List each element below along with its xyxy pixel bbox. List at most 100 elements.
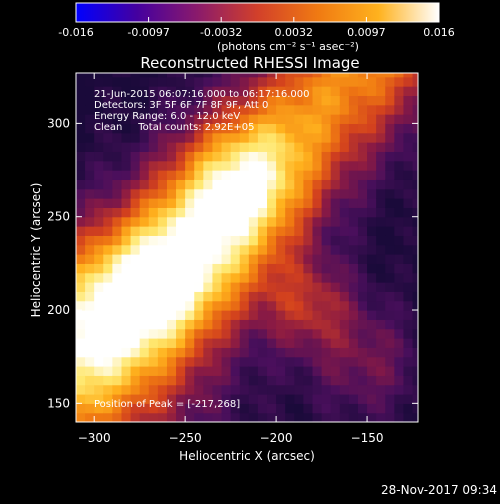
- heatmap-cell: [94, 123, 104, 134]
- heatmap-cell: [112, 73, 123, 78]
- heatmap-cell: [412, 151, 418, 162]
- heatmap-cell: [303, 347, 314, 358]
- heatmap-cell: [76, 76, 86, 87]
- heatmap-cell: [330, 151, 341, 162]
- heatmap-cell: [303, 104, 314, 115]
- heatmap-cell: [85, 300, 95, 311]
- heatmap-cell: [394, 272, 405, 283]
- heatmap-cell: [285, 198, 295, 208]
- heatmap-cell: [367, 86, 377, 96]
- heatmap-cell: [394, 179, 405, 190]
- heatmap-cell: [121, 123, 132, 134]
- heatmap-cell: [357, 198, 368, 208]
- heatmap-cell: [321, 319, 332, 330]
- heatmap-cell: [130, 76, 141, 87]
- heatmap-cell: [166, 123, 177, 134]
- heatmap-cell: [285, 403, 295, 414]
- heatmap-cell: [157, 384, 168, 395]
- heatmap-cell: [203, 384, 214, 395]
- heatmap-cell: [185, 394, 195, 404]
- heatmap-cell: [121, 384, 132, 395]
- heatmap-cell: [348, 328, 359, 339]
- heatmap-cell: [357, 375, 368, 386]
- heatmap-cell: [321, 142, 332, 152]
- heatmap-cell: [148, 76, 159, 87]
- heatmap-cell: [212, 123, 223, 134]
- heatmap-cell: [303, 170, 314, 180]
- heatmap-cell: [267, 319, 277, 330]
- heatmap-cell: [166, 272, 177, 283]
- heatmap-cell: [321, 198, 332, 208]
- heatmap-cell: [376, 226, 386, 236]
- heatmap-cell: [303, 310, 314, 320]
- heatmap-cell: [230, 198, 241, 208]
- heatmap-cell: [412, 188, 418, 199]
- heatmap-cell: [294, 356, 304, 367]
- heatmap-cell: [185, 254, 195, 264]
- heatmap-cell: [157, 375, 168, 386]
- heatmap-cell: [76, 310, 86, 320]
- heatmap-cell: [239, 310, 250, 320]
- heatmap-cell: [257, 263, 268, 274]
- heatmap-cell: [376, 86, 386, 96]
- heatmap-cell: [248, 73, 259, 78]
- heatmap-cell: [330, 170, 341, 180]
- heatmap-cell: [321, 216, 332, 227]
- heatmap-cell: [112, 412, 123, 422]
- heatmap-cell: [267, 76, 277, 87]
- heatmap-cell: [94, 338, 104, 348]
- heatmap-cell: [339, 226, 350, 236]
- heatmap-cell: [121, 170, 132, 180]
- heatmap-cell: [394, 170, 405, 180]
- heatmap-cell: [257, 310, 268, 320]
- heatmap-cell: [294, 319, 304, 330]
- heatmap-cell: [248, 412, 259, 422]
- heatmap-cell: [412, 394, 418, 404]
- heatmap-cell: [385, 328, 395, 339]
- heatmap-cell: [212, 338, 223, 348]
- heatmap-cell: [285, 254, 295, 264]
- heatmap-cell: [376, 142, 386, 152]
- heatmap-cell: [103, 132, 113, 143]
- heatmap-cell: [85, 226, 95, 236]
- heatmap-cell: [203, 207, 214, 218]
- heatmap-cell: [139, 300, 150, 311]
- heatmap-cell: [130, 95, 141, 106]
- heatmap-cell: [130, 366, 141, 376]
- heatmap-cell: [367, 356, 377, 367]
- heatmap-cell: [330, 132, 341, 143]
- heatmap-cell: [267, 114, 277, 124]
- heatmap-cell: [176, 188, 186, 199]
- heatmap-cell: [139, 226, 150, 236]
- heatmap-cell: [176, 272, 186, 283]
- heatmap-cell: [121, 328, 132, 339]
- heatmap-cell: [294, 291, 304, 302]
- heatmap-cell: [185, 86, 195, 96]
- heatmap-cell: [294, 338, 304, 348]
- heatmap-cell: [294, 95, 304, 106]
- heatmap-cells: [76, 73, 418, 422]
- heatmap-cell: [412, 328, 418, 339]
- heatmap-cell: [330, 244, 341, 255]
- heatmap-cell: [376, 235, 386, 246]
- heatmap-cell: [157, 188, 168, 199]
- heatmap-cell: [248, 226, 259, 236]
- heatmap-cell: [276, 114, 286, 124]
- heatmap-cell: [76, 123, 86, 134]
- heatmap-cell: [339, 104, 350, 115]
- heatmap-cell: [257, 123, 268, 134]
- heatmap-cell: [112, 76, 123, 87]
- heatmap-cell: [221, 151, 232, 162]
- heatmap-cell: [112, 244, 123, 255]
- heatmap-cell: [294, 142, 304, 152]
- heatmap-cell: [112, 179, 123, 190]
- heatmap-cell: [257, 300, 268, 311]
- heatmap-cell: [348, 142, 359, 152]
- heatmap-cell: [148, 170, 159, 180]
- heatmap-cell: [248, 86, 259, 96]
- heatmap-cell: [357, 338, 368, 348]
- heatmap-cell: [394, 142, 405, 152]
- heatmap-cell: [76, 86, 86, 96]
- heatmap-cell: [267, 394, 277, 404]
- heatmap-cell: [285, 328, 295, 339]
